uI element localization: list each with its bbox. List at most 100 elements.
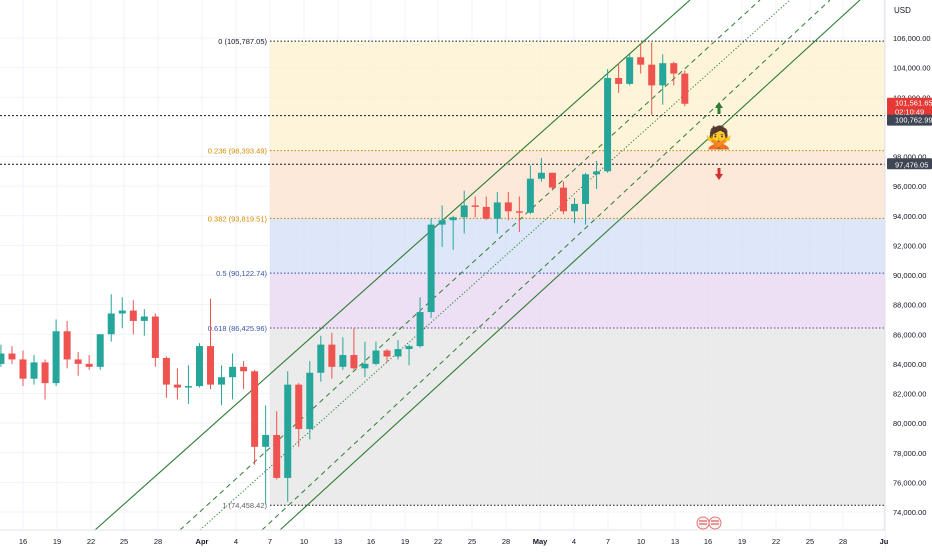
y-tick-label: 92,000.00 bbox=[893, 241, 926, 250]
candle-body[interactable] bbox=[30, 362, 38, 379]
x-tick-label: 22 bbox=[87, 537, 95, 546]
candle-body[interactable] bbox=[229, 366, 237, 378]
fib-level-label: 0.382 (93,819.51) bbox=[208, 214, 268, 223]
candle-body[interactable] bbox=[129, 310, 137, 321]
arrow-down-stem bbox=[717, 168, 721, 174]
candle-body[interactable] bbox=[184, 386, 192, 388]
x-tick-label: 16 bbox=[704, 537, 712, 546]
fib-zone bbox=[270, 218, 885, 274]
last-price-tag[interactable] bbox=[887, 97, 932, 118]
channel-line[interactable] bbox=[94, 0, 691, 531]
y-tick-label: 74,000.00 bbox=[893, 508, 926, 517]
candle-body[interactable] bbox=[659, 63, 667, 86]
candle-body[interactable] bbox=[52, 331, 60, 384]
channel-line[interactable] bbox=[261, 0, 831, 531]
candle-body[interactable] bbox=[482, 206, 490, 219]
fib-level-label: 1 (74,458.42) bbox=[222, 501, 267, 510]
candle-body[interactable] bbox=[670, 63, 678, 74]
y-tick-label: 104,000.00 bbox=[893, 64, 931, 73]
candle-body[interactable] bbox=[604, 77, 612, 172]
candle-body[interactable] bbox=[548, 172, 556, 188]
candle-body[interactable] bbox=[41, 362, 49, 384]
candle-body[interactable] bbox=[515, 211, 523, 213]
candle-body[interactable] bbox=[328, 344, 336, 367]
candle-body[interactable] bbox=[0, 353, 5, 364]
candle-body[interactable] bbox=[339, 354, 347, 367]
candle-body[interactable] bbox=[8, 353, 16, 360]
candle-body[interactable] bbox=[615, 77, 623, 84]
candle-body[interactable] bbox=[526, 178, 534, 213]
candle-body[interactable] bbox=[284, 384, 292, 478]
candle-body[interactable] bbox=[251, 371, 259, 447]
candle-body[interactable] bbox=[637, 57, 645, 65]
no-gesture-emoji-icon[interactable]: 🙅 bbox=[705, 124, 732, 150]
x-tick-label: 25 bbox=[806, 537, 814, 546]
candle-body[interactable] bbox=[471, 205, 479, 207]
candle-body[interactable] bbox=[63, 331, 71, 360]
currency-label: USD bbox=[894, 6, 911, 15]
y-tick-label: 106,000.00 bbox=[893, 34, 931, 43]
candle-body[interactable] bbox=[648, 64, 656, 86]
price-axis[interactable] bbox=[885, 0, 932, 550]
event-flag-icon[interactable] bbox=[696, 516, 710, 530]
x-tick-label: 10 bbox=[637, 537, 645, 546]
candle-body[interactable] bbox=[195, 346, 203, 387]
price-line-tag[interactable] bbox=[887, 158, 932, 170]
candle-body[interactable] bbox=[140, 316, 148, 321]
candle-body[interactable] bbox=[383, 350, 391, 357]
price-line-tag[interactable] bbox=[887, 114, 932, 126]
candle-body[interactable] bbox=[96, 334, 104, 367]
candle-body[interactable] bbox=[593, 171, 601, 175]
candle-body[interactable] bbox=[571, 203, 578, 212]
arrow-down-icon[interactable] bbox=[715, 174, 723, 180]
last-price-label: 101,561.65 bbox=[895, 99, 932, 108]
x-tick-label: 25 bbox=[120, 537, 128, 546]
x-tick-label: Ju bbox=[880, 537, 889, 546]
candle-body[interactable] bbox=[626, 57, 634, 84]
candle-body[interactable] bbox=[162, 357, 170, 385]
candle-body[interactable] bbox=[372, 350, 380, 364]
candle-body[interactable] bbox=[438, 220, 446, 225]
candle-body[interactable] bbox=[262, 434, 270, 447]
candle-body[interactable] bbox=[681, 73, 689, 104]
candle-body[interactable] bbox=[504, 202, 512, 212]
x-tick-label: 4 bbox=[572, 537, 576, 546]
fib-level-label: 0.5 (90,122.74) bbox=[216, 269, 267, 278]
candle-body[interactable] bbox=[394, 349, 402, 357]
candle-body[interactable] bbox=[449, 217, 457, 221]
fib-zone bbox=[270, 41, 885, 151]
channel-line[interactable] bbox=[279, 0, 861, 531]
y-tick-label: 96,000.00 bbox=[893, 182, 926, 191]
candle-body[interactable] bbox=[151, 316, 159, 358]
y-tick-label: 98,000.00 bbox=[893, 153, 926, 162]
candle-body[interactable] bbox=[493, 202, 501, 219]
candle-body[interactable] bbox=[361, 363, 369, 369]
candle-body[interactable] bbox=[118, 310, 126, 314]
candle-body[interactable] bbox=[350, 354, 358, 369]
candle-body[interactable] bbox=[416, 312, 424, 347]
candle-body[interactable] bbox=[19, 359, 27, 379]
candle-body[interactable] bbox=[107, 313, 115, 335]
candle-body[interactable] bbox=[537, 172, 545, 179]
candle-body[interactable] bbox=[295, 384, 303, 430]
candle-body[interactable] bbox=[218, 377, 226, 385]
candle-body[interactable] bbox=[405, 346, 413, 350]
candle-body[interactable] bbox=[74, 359, 82, 364]
candle-body[interactable] bbox=[306, 372, 314, 430]
candle-body[interactable] bbox=[317, 344, 325, 373]
arrow-up-icon[interactable] bbox=[715, 102, 723, 108]
event-flag-icon[interactable] bbox=[708, 516, 722, 530]
candle-body[interactable] bbox=[207, 346, 215, 385]
candle-body[interactable] bbox=[240, 366, 248, 372]
candle-body[interactable] bbox=[273, 434, 281, 478]
candle-body[interactable] bbox=[460, 205, 468, 218]
candle-body[interactable] bbox=[427, 224, 435, 313]
candle-body[interactable] bbox=[559, 187, 567, 212]
candle-body[interactable] bbox=[173, 384, 181, 388]
candle-body[interactable] bbox=[582, 174, 590, 204]
candle-body[interactable] bbox=[85, 363, 93, 367]
x-tick-label: 25 bbox=[468, 537, 476, 546]
time-axis[interactable] bbox=[0, 530, 885, 550]
